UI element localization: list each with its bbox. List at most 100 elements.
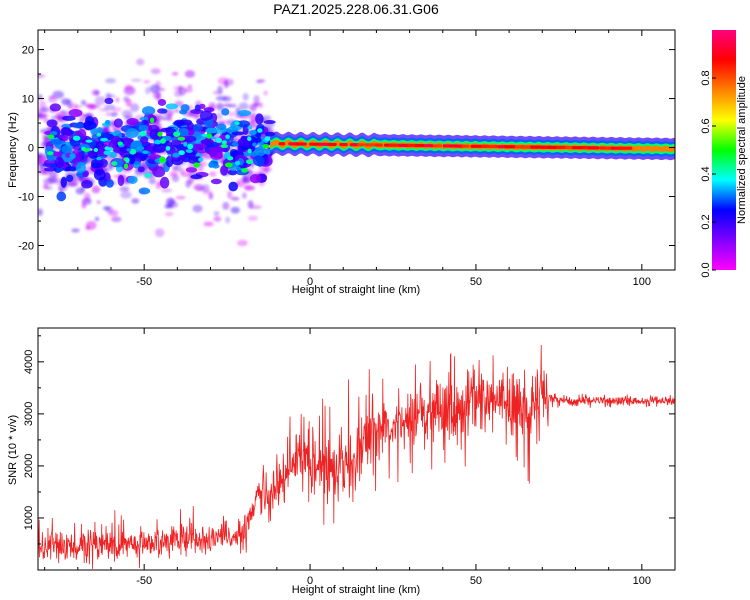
spectrogram-hot-spot bbox=[234, 121, 240, 125]
spectrogram-noise-blob bbox=[38, 100, 47, 108]
spectrogram-noise-blob bbox=[242, 93, 249, 101]
spectrogram-noise-blob bbox=[81, 201, 87, 209]
spectrogram-blob bbox=[187, 128, 195, 136]
spectrogram-noise-blob bbox=[192, 204, 203, 213]
spectrogram-y-tick-label: -20 bbox=[18, 241, 34, 253]
spectrogram-blob bbox=[152, 143, 167, 153]
spectrogram-blob bbox=[75, 130, 82, 136]
spectrogram-hot-spot bbox=[224, 162, 233, 168]
spectrogram-hot-spot bbox=[144, 173, 152, 178]
spectrogram-noise-blob bbox=[247, 200, 254, 209]
spectrogram-noise-blob bbox=[175, 195, 186, 200]
spectrogram-blob bbox=[263, 119, 276, 125]
spectrogram-hot-spot bbox=[142, 150, 149, 155]
snr-x-tick-label: 50 bbox=[470, 575, 482, 587]
spectrogram-noise-blob bbox=[85, 104, 97, 109]
spectrogram-noise-blob bbox=[123, 96, 129, 103]
spectrogram-noise-blob bbox=[172, 108, 180, 112]
colorbar-tick-label: 0.0 bbox=[700, 262, 712, 277]
spectrogram-noise-blob bbox=[222, 95, 232, 102]
spectrogram-noise-blob bbox=[110, 112, 118, 117]
spectrogram-hot-spot bbox=[100, 137, 109, 142]
spectrogram-blob bbox=[128, 153, 136, 165]
spectrogram-noise-blob bbox=[154, 228, 165, 238]
spectrogram-blob bbox=[237, 120, 251, 128]
spectrogram-hot-spot bbox=[187, 143, 194, 150]
spectrogram-frame bbox=[37, 29, 676, 271]
snr-x-ticks: -50 0 50 100 bbox=[44, 328, 676, 587]
spectrogram-hot-spot bbox=[220, 144, 228, 149]
spectrogram-blob bbox=[215, 123, 227, 131]
spectrogram-hot-spot bbox=[257, 128, 263, 133]
spectrogram-blob bbox=[138, 124, 149, 132]
spectrogram-hot-spot bbox=[96, 132, 102, 137]
spectrogram-noise-blob bbox=[91, 185, 101, 194]
spectrogram-blob bbox=[105, 179, 114, 188]
spectrogram-noise-blob bbox=[152, 90, 162, 100]
spectrogram-hot-spot bbox=[178, 150, 185, 156]
spectrogram-hot-spot bbox=[221, 140, 227, 145]
spectrogram-blob bbox=[109, 151, 118, 158]
spectrogram-blob bbox=[72, 122, 84, 129]
spectrogram-noise-blob bbox=[131, 198, 140, 204]
spectrogram-y-tick-label: 10 bbox=[22, 94, 34, 106]
spectrogram-noise-blob bbox=[209, 171, 217, 177]
spectrogram-blob bbox=[52, 151, 63, 157]
spectrogram-blob bbox=[127, 175, 138, 184]
spectrogram-noise-blob bbox=[249, 120, 257, 124]
spectrogram-noise-blob bbox=[145, 86, 151, 95]
spectrogram-hot-spot bbox=[227, 156, 234, 161]
spectrogram-noise-blob bbox=[202, 190, 213, 195]
spectrogram-noise-blob bbox=[223, 103, 232, 108]
spectrogram-blob bbox=[249, 173, 262, 184]
spectrogram-noise-blob bbox=[244, 178, 251, 184]
spectrogram-marks bbox=[38, 58, 675, 247]
spectrogram-noise-blob bbox=[213, 211, 220, 216]
spectrogram-blob bbox=[60, 127, 73, 137]
spectrogram-hot-spot bbox=[183, 141, 188, 147]
spectrogram-x-tick-label: -50 bbox=[136, 276, 152, 288]
spectrogram-noise-blob bbox=[99, 108, 109, 112]
spectrogram-noise-blob bbox=[175, 163, 182, 172]
spectrogram-noise-blob bbox=[247, 215, 258, 221]
spectrogram-blob bbox=[198, 103, 206, 110]
spectrogram-blob bbox=[91, 162, 102, 169]
spectrogram-x-ticks: -50 0 50 100 bbox=[44, 30, 676, 288]
spectrogram-noise-blob bbox=[238, 102, 249, 111]
spectrogram-noise-blob bbox=[157, 87, 166, 91]
spectrogram-blob bbox=[140, 136, 149, 145]
spectrogram-blob bbox=[165, 103, 178, 110]
spectrogram-noise-blob bbox=[212, 90, 223, 95]
spectrogram-hot-spot bbox=[159, 156, 166, 162]
spectrogram-hot-spot bbox=[46, 151, 54, 156]
spectrogram-blob bbox=[46, 119, 58, 128]
spectrogram-blob bbox=[65, 174, 74, 183]
spectrogram-blob bbox=[192, 123, 204, 132]
spectrogram-noise-blob bbox=[119, 186, 130, 192]
spectrogram-hot-spot bbox=[172, 152, 180, 158]
spectrogram-blob bbox=[139, 116, 150, 122]
spectrogram-noise-blob bbox=[115, 97, 120, 103]
spectrogram-noise-blob bbox=[230, 196, 240, 201]
spectrogram-noise-blob bbox=[94, 216, 100, 222]
spectrogram-blob bbox=[157, 99, 167, 106]
spectrogram-blob bbox=[187, 156, 201, 164]
spectrogram-blob bbox=[228, 181, 239, 192]
spectrogram-blob bbox=[96, 127, 103, 135]
spectrogram-x-tick-label: 100 bbox=[633, 276, 651, 288]
spectrogram-hot-spot bbox=[93, 147, 99, 153]
spectrogram-hot-spot bbox=[247, 136, 252, 142]
spectrogram-hot-spot bbox=[208, 161, 214, 168]
spectrogram-blob bbox=[205, 127, 218, 134]
spectrogram-blob bbox=[125, 128, 139, 139]
snr-y-tick-label: 2000 bbox=[23, 454, 35, 478]
spectrogram-blob bbox=[117, 175, 125, 187]
spectrogram-noise-blob bbox=[136, 58, 145, 66]
spectrogram-noise-blob bbox=[94, 90, 100, 96]
spectrogram-blob bbox=[62, 115, 76, 121]
spectrogram-hot-spot bbox=[160, 138, 166, 144]
spectrogram-noise-blob bbox=[130, 78, 142, 82]
spectrogram-hot-spot bbox=[69, 153, 76, 159]
spectrogram-x-tick-label: 0 bbox=[307, 276, 313, 288]
